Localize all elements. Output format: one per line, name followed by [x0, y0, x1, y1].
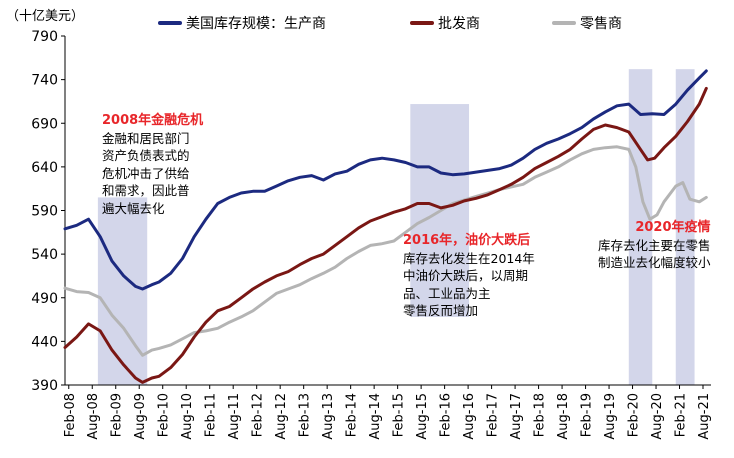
x-tick-label: Feb-18 — [533, 393, 548, 437]
legend-label-retail: 零售商 — [580, 16, 622, 32]
annotation-oil-line: 中油价大跌后，以周期 — [403, 268, 529, 283]
y-tick-label: 540 — [31, 247, 58, 263]
annotation-gfc-line: 和需求，因此普 — [102, 183, 190, 198]
x-tick-label: Feb-10 — [157, 393, 172, 437]
series-lines — [63, 69, 708, 384]
x-tick-label: Aug-13 — [321, 393, 336, 440]
annotation-oil: 2016年，油价大跌后 库存去化发生在2014年 中油价大跌后，以周期 品、工业… — [403, 232, 535, 320]
y-tick-label: 740 — [31, 73, 58, 89]
annotation-gfc-line: 危机冲击了供给 — [102, 165, 190, 181]
x-tick-label: Aug-16 — [462, 393, 477, 440]
y-tick-label: 390 — [31, 378, 58, 394]
annotation-oil-title: 2016年，油价大跌后 — [403, 233, 531, 248]
annotation-oil-line: 品、工业品为主 — [403, 285, 491, 301]
legend-item-producers: 美国库存规模：生产商 — [158, 13, 326, 33]
x-tick-label: Feb-11 — [204, 393, 219, 437]
x-tick-label: Aug-15 — [415, 393, 430, 440]
x-axis: Feb-08 Aug-08 Feb-09 Aug-09 Feb-10 Aug-10 Feb-… — [63, 384, 712, 440]
y-tick-label: 590 — [31, 204, 58, 220]
x-tick-label: Feb-21 — [674, 393, 689, 437]
x-tick-label: Aug-09 — [133, 393, 148, 440]
shaded-period — [97, 197, 148, 385]
x-tick-label: Aug-20 — [650, 393, 665, 440]
legend-label-producers: 美国库存规模：生产商 — [186, 16, 326, 32]
x-tick-label: Aug-12 — [274, 393, 289, 440]
y-tick-label: 790 — [31, 29, 58, 45]
annotation-oil-line: 库存去化发生在2014年 — [403, 250, 535, 266]
shaded-period — [675, 69, 695, 385]
x-tick-label: Feb-15 — [392, 393, 407, 437]
annotation-covid-title: 2020年疫情 — [635, 220, 711, 235]
x-tick-label: Aug-21 — [697, 393, 712, 440]
y-tick-label: 490 — [31, 291, 58, 307]
x-tick-label: Aug-10 — [180, 393, 195, 440]
x-tick-label: Feb-08 — [63, 393, 78, 437]
x-tick-label: Aug-11 — [227, 393, 242, 440]
annotation-gfc-line: 金融和居民部门 — [102, 130, 190, 146]
x-tick-label: Aug-19 — [603, 393, 618, 440]
y-tick-label: 440 — [31, 334, 58, 350]
annotation-covid-line: 制造业去化幅度较小 — [598, 255, 711, 270]
annotation-gfc: 2008年金融危机 金融和居民部门 资产负债表式的 危机冲击了供给 和需求，因此… — [102, 112, 203, 217]
x-tick-label: Feb-09 — [110, 393, 125, 437]
x-tick-label: Feb-19 — [580, 393, 595, 437]
legend-swatch-retail — [552, 21, 576, 25]
legend-swatch-wholesale — [410, 21, 434, 25]
annotation-gfc-line: 遍大幅去化 — [102, 200, 165, 216]
x-tick-label: Feb-17 — [486, 393, 501, 437]
legend-item-retail: 零售商 — [552, 13, 622, 33]
legend-item-wholesale: 批发商 — [410, 13, 480, 33]
x-tick-label: Feb-20 — [627, 393, 642, 437]
x-tick-label: Aug-18 — [556, 393, 571, 440]
annotation-oil-line: 零售反而增加 — [403, 303, 479, 318]
legend-label-wholesale: 批发商 — [438, 16, 480, 32]
series-line-retail — [63, 145, 708, 357]
annotation-covid: 2020年疫情 库存去化主要在零售 制造业去化幅度较小 — [598, 219, 711, 272]
annotation-covid-line: 库存去化主要在零售 — [598, 237, 711, 253]
annotation-gfc-title: 2008年金融危机 — [102, 113, 204, 128]
x-tick-label: Feb-14 — [345, 393, 360, 437]
annotation-gfc-line: 资产负债表式的 — [102, 148, 190, 163]
x-tick-label: Aug-14 — [368, 393, 383, 440]
series-line-wholesale — [63, 86, 708, 384]
x-tick-label: Feb-12 — [251, 393, 266, 437]
x-tick-label: Aug-08 — [86, 393, 101, 440]
y-tick-label: 690 — [31, 116, 58, 132]
y-tick-label: 640 — [31, 160, 58, 176]
shaded-period — [628, 69, 653, 385]
unit-label: （十亿美元） — [6, 9, 85, 24]
y-axis: 390 440 490 540 590 640 690 740 790 — [31, 29, 66, 394]
x-tick-label: Feb-13 — [298, 393, 313, 437]
x-tick-label: Aug-17 — [509, 393, 524, 440]
series-line-producers — [63, 69, 708, 291]
legend-swatch-producers — [158, 21, 182, 25]
x-tick-label: Feb-16 — [439, 393, 454, 437]
